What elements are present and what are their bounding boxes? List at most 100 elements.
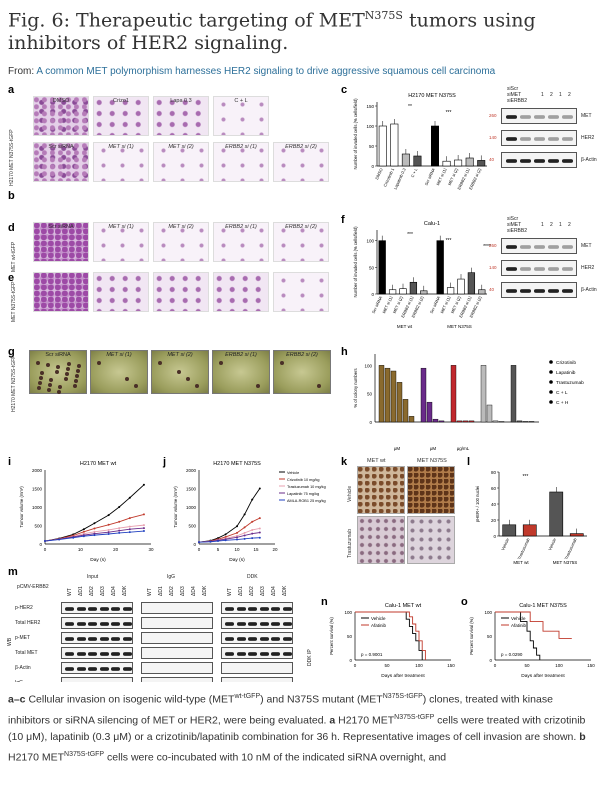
micro-image: MET si (1)	[93, 222, 149, 262]
blot-band	[65, 652, 74, 656]
legend-label: C + L	[556, 390, 568, 396]
y-tick-label: 0	[371, 292, 374, 297]
series-line	[198, 537, 260, 543]
legend-label: Trastuzumab	[556, 380, 584, 386]
colony	[317, 384, 321, 388]
blot-band	[122, 652, 132, 656]
blot-band	[76, 637, 86, 641]
figure-caption: a–c Cellular invasion on isogenic wild-t…	[8, 688, 594, 767]
from-label: From:	[8, 66, 37, 77]
colony	[73, 384, 77, 388]
bar	[468, 420, 475, 423]
data-point	[142, 530, 145, 533]
lane-label: ΔD4	[271, 586, 277, 596]
blot-band	[520, 289, 531, 293]
data-point	[258, 487, 261, 490]
bar	[408, 416, 415, 423]
y-axis-label: Number of invaded cells (% cells/field)	[353, 226, 358, 298]
chart-title: Calu-1 MET N375S	[519, 603, 567, 609]
soft-agar-image: ERBB2 si (1)	[212, 350, 270, 394]
blot-band	[271, 652, 280, 656]
x-tick-label: 10	[234, 547, 240, 552]
colony	[48, 383, 52, 387]
lane-label: ΔD1	[158, 586, 164, 596]
group-label: μM	[430, 446, 437, 451]
blot-band	[506, 137, 517, 141]
caption-bold: b	[579, 731, 586, 743]
data-point	[44, 540, 46, 543]
colony	[177, 370, 181, 374]
legend-label: AMLA-ROB1 25 mg/kg	[287, 499, 326, 503]
colony	[65, 372, 69, 376]
colony	[77, 364, 81, 368]
blot-band	[506, 115, 517, 119]
micro-image: ERBB2 si (2)	[273, 222, 329, 262]
blot-band	[562, 159, 573, 163]
colony	[36, 361, 40, 365]
y-tick-label: 50	[369, 265, 375, 270]
tile-label: ERBB2 si (2)	[285, 224, 317, 230]
legend-marker	[549, 380, 553, 384]
data-point	[93, 532, 96, 535]
series-line	[198, 488, 261, 543]
legend-label: Vehicle	[287, 471, 299, 475]
blot-band	[520, 245, 531, 249]
data-point	[209, 540, 212, 543]
lane-label: ΔD1	[238, 586, 244, 596]
bar	[528, 421, 535, 423]
blot-band	[236, 637, 246, 641]
blot-band	[562, 267, 573, 271]
chart-c: H2170 MET N375S 0 50 100 150 Number of invade…	[353, 93, 487, 190]
data-point	[107, 528, 110, 531]
x-axis-label: Day (s)	[90, 557, 106, 563]
micro-image	[153, 272, 209, 312]
x-tick-label: 0	[198, 547, 201, 552]
blot-band	[506, 245, 517, 249]
lane-label: ΔD3	[100, 586, 106, 596]
x-tick-label: 10	[78, 547, 84, 552]
significance-label: ****	[483, 244, 491, 250]
data-point	[258, 517, 261, 520]
blot-band	[520, 137, 531, 141]
y-tick-label: 50	[347, 634, 353, 639]
blot-group-label: DDK	[247, 574, 258, 580]
data-point	[224, 539, 227, 542]
blot-band	[506, 289, 517, 293]
blot-strip	[221, 632, 293, 644]
blot-band	[534, 115, 545, 119]
blot-header: siScr	[507, 86, 519, 92]
blot-band	[534, 137, 545, 141]
ihc-col-label: MET wt	[367, 458, 386, 464]
x-tick-label: 150	[587, 663, 595, 668]
legend-label: Lapatinib	[556, 370, 576, 376]
blot-band	[225, 637, 234, 641]
blot-band	[122, 607, 132, 611]
lane-label: ΔDK	[202, 585, 208, 596]
source-article-link[interactable]: A common MET polymorphism harnesses HER2…	[36, 66, 496, 77]
p-value: p = 0.0290	[501, 652, 523, 657]
ihc-image	[407, 466, 455, 514]
colony	[76, 369, 80, 373]
data-point	[142, 513, 145, 516]
blot-row-label: MET	[581, 113, 592, 119]
y-tick-label: 0	[369, 420, 372, 425]
blot-band	[282, 622, 292, 626]
lane-label: 2	[568, 222, 571, 228]
tile-label: MET si (2)	[168, 224, 194, 230]
blot-band	[259, 622, 269, 626]
ihc-image	[357, 516, 405, 564]
caption-text: ) clones, treated with kinase inhibitors…	[8, 693, 553, 727]
title-text: Fig. 6: Therapeutic targeting of MET	[8, 9, 365, 32]
micro-image	[273, 272, 329, 312]
blot-band	[111, 607, 120, 611]
blot-strip	[221, 617, 293, 629]
caption-text: cells were treated with crizotinib (10 μ…	[8, 714, 586, 743]
data-point	[107, 533, 110, 536]
micro-image: Scr siRNA	[33, 142, 89, 182]
x-tick-label: Vehicle	[547, 537, 557, 552]
bar	[384, 367, 391, 423]
chart-i: H2170 MET wt 0 500 1000 1500 2000 0 10 20 30 Day (…	[19, 461, 154, 563]
blot-band	[534, 245, 545, 249]
legend-label: Vehicle	[371, 616, 386, 621]
blot-strip	[141, 677, 213, 682]
